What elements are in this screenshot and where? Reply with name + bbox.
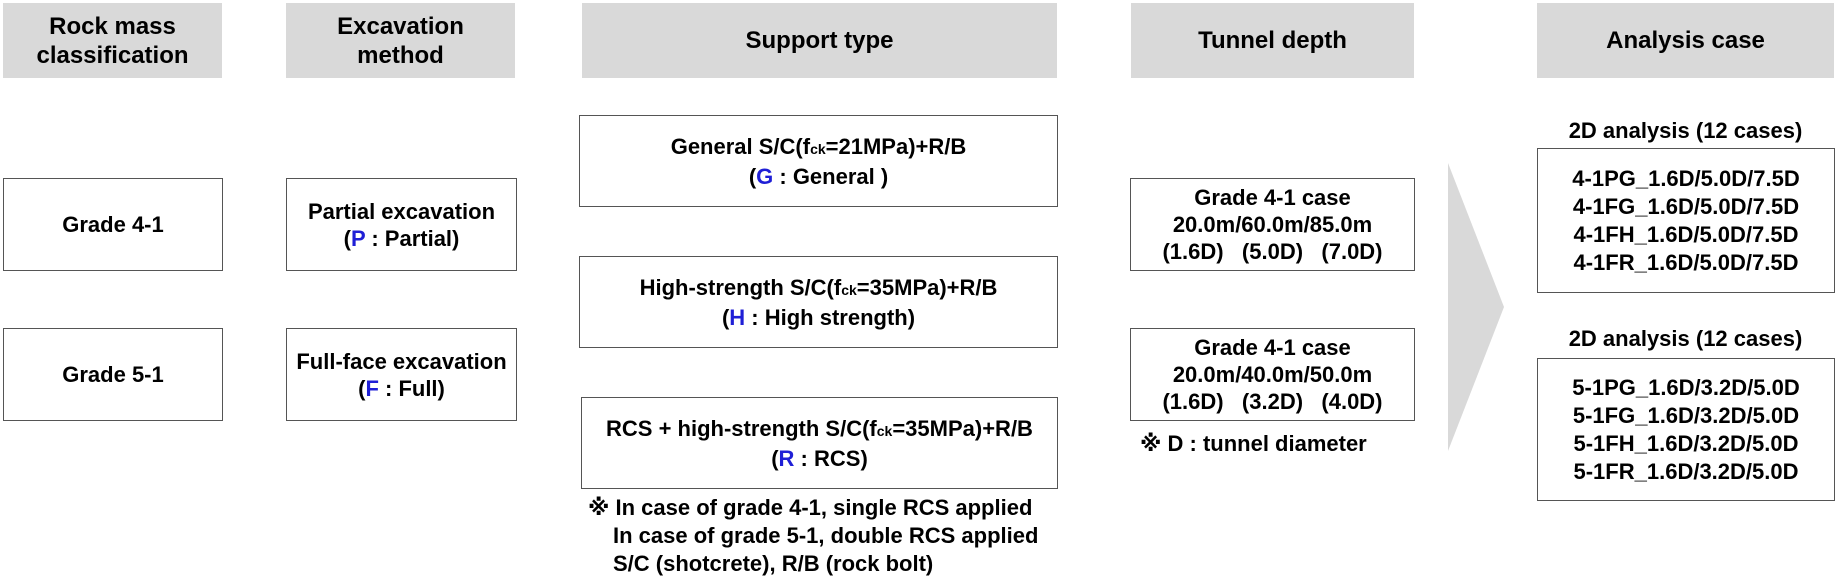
flow-arrow-shape xyxy=(1448,163,1504,451)
support-note-line-2: In case of grade 5-1, double RCS applied xyxy=(613,523,1039,548)
depth-values: 20.0m/40.0m/50.0m xyxy=(1172,362,1373,387)
analysis-case: 5-1PG_1.6D/3.2D/5.0D xyxy=(1572,374,1800,400)
analysis-caption-2: 2D analysis (12 cases) xyxy=(1568,326,1803,351)
depth-note: ※ D : tunnel diameter xyxy=(1140,431,1367,456)
excavation-code-line: (P : Partial) xyxy=(343,225,460,251)
support-spec: High-strength S/C(fck=35MPa)+R/B xyxy=(639,274,998,300)
analysis-box-2: 5-1PG_1.6D/3.2D/5.0D 5-1FG_1.6D/3.2D/5.0… xyxy=(1537,358,1835,501)
support-spec: General S/C(fck=21MPa)+R/B xyxy=(670,133,967,159)
code-letter: G xyxy=(756,163,774,189)
code-letter: F xyxy=(365,375,379,401)
analysis-case: 4-1FH_1.6D/5.0D/7.5D xyxy=(1573,221,1799,247)
rock-box-label: Grade 5-1 xyxy=(62,362,164,387)
depth-ratios: (1.6D) (5.0D) (7.0D) xyxy=(1162,239,1383,264)
excavation-box-full: Full-face excavation (F : Full) xyxy=(286,328,517,421)
depth-box-1: Grade 4-1 case 20.0m/60.0m/85.0m (1.6D) … xyxy=(1130,178,1415,271)
rock-box-grade-5-1: Grade 5-1 xyxy=(3,328,223,421)
depth-ratios: (1.6D) (3.2D) (4.0D) xyxy=(1162,389,1383,414)
excavation-title: Partial excavation xyxy=(307,198,496,224)
support-box-high-strength: High-strength S/C(fck=35MPa)+R/B (H : Hi… xyxy=(579,256,1058,348)
support-code-line: (R : RCS) xyxy=(771,445,868,471)
support-code-line: (G : General ) xyxy=(748,163,889,189)
excavation-box-partial: Partial excavation (P : Partial) xyxy=(286,178,517,271)
rock-box-label: Grade 4-1 xyxy=(62,212,164,237)
header-excavation-method: Excavation method xyxy=(286,3,515,78)
depth-box-2: Grade 4-1 case 20.0m/40.0m/50.0m (1.6D) … xyxy=(1130,328,1415,421)
analysis-case: 5-1FR_1.6D/3.2D/5.0D xyxy=(1573,458,1799,484)
header-rock-line-2: classification xyxy=(36,41,189,69)
header-support-type: Support type xyxy=(582,3,1057,78)
header-rock-mass-classification: Rock mass classification xyxy=(3,3,222,78)
support-note-line-3: S/C (shotcrete), R/B (rock bolt) xyxy=(613,551,934,576)
header-rock-line-1: Rock mass xyxy=(49,12,176,40)
header-excavation-line-1: Excavation xyxy=(337,12,464,40)
support-note: ※ In case of grade 4-1, single RCS appli… xyxy=(588,494,1038,578)
excavation-code-line: (F : Full) xyxy=(358,375,445,401)
support-code-line: (H : High strength) xyxy=(721,304,916,330)
code-letter: P xyxy=(350,225,366,251)
support-spec: RCS + high-strength S/C(fck=35MPa)+R/B xyxy=(606,415,1033,441)
depth-title: Grade 4-1 case xyxy=(1194,335,1351,360)
header-analysis-case: Analysis case xyxy=(1537,3,1834,78)
analysis-case: 4-1FR_1.6D/5.0D/7.5D xyxy=(1573,249,1799,275)
code-letter: H xyxy=(729,304,746,330)
analysis-case: 4-1FG_1.6D/5.0D/7.5D xyxy=(1572,193,1800,219)
flow-arrow xyxy=(1448,163,1504,451)
depth-values: 20.0m/60.0m/85.0m xyxy=(1172,212,1373,237)
rock-box-grade-4-1: Grade 4-1 xyxy=(3,178,223,271)
header-tunnel-depth: Tunnel depth xyxy=(1131,3,1414,78)
support-box-rcs: RCS + high-strength S/C(fck=35MPa)+R/B (… xyxy=(581,397,1058,489)
code-letter: R xyxy=(778,445,795,471)
analysis-case: 4-1PG_1.6D/5.0D/7.5D xyxy=(1572,165,1800,191)
depth-title: Grade 4-1 case xyxy=(1194,185,1351,210)
excavation-title: Full-face excavation xyxy=(296,348,507,374)
analysis-caption-1: 2D analysis (12 cases) xyxy=(1568,118,1803,143)
analysis-case: 5-1FG_1.6D/3.2D/5.0D xyxy=(1572,402,1800,428)
support-box-general: General S/C(fck=21MPa)+R/B (G : General … xyxy=(579,115,1058,207)
analysis-box-1: 4-1PG_1.6D/5.0D/7.5D 4-1FG_1.6D/5.0D/7.5… xyxy=(1537,148,1835,293)
header-excavation-line-2: method xyxy=(357,41,444,69)
support-note-line-1: ※ In case of grade 4-1, single RCS appli… xyxy=(588,495,1033,520)
analysis-case: 5-1FH_1.6D/3.2D/5.0D xyxy=(1573,430,1799,456)
